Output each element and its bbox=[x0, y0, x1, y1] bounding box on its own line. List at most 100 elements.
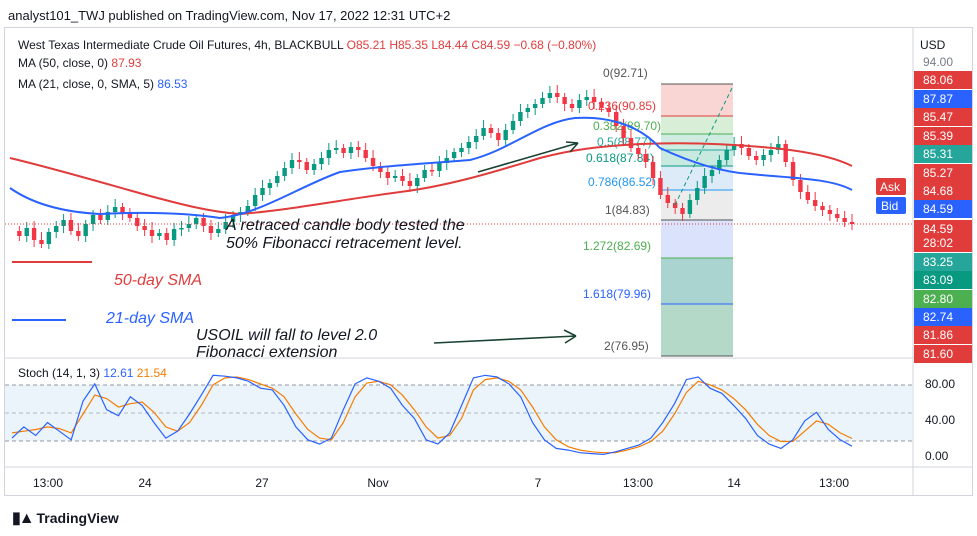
candle-body bbox=[621, 126, 626, 138]
ma21-legend-value: 86.53 bbox=[157, 77, 188, 91]
time-tick: 13:00 bbox=[819, 476, 849, 490]
time-axis[interactable]: 13:00 24 27 Nov 7 13:00 14 13:00 bbox=[33, 476, 849, 490]
candle-body bbox=[555, 93, 560, 97]
fib-zone-0.236-0.382 bbox=[661, 116, 733, 134]
candle-body bbox=[805, 192, 810, 200]
fib-label-5: 0.786(86.52) bbox=[588, 175, 656, 189]
fib-trend-dashed bbox=[674, 85, 734, 206]
candle-body bbox=[518, 112, 523, 121]
candle-body bbox=[223, 222, 228, 229]
price-tag bbox=[914, 164, 972, 182]
fib-zone-1.618-2 bbox=[661, 304, 733, 356]
candle-body bbox=[842, 218, 847, 222]
ohlc-open: O85.21 bbox=[346, 38, 386, 52]
candle-body bbox=[275, 176, 280, 183]
candle-body bbox=[658, 178, 663, 195]
price-tick: 85.31 bbox=[923, 147, 953, 161]
footer-brand: TradingView bbox=[36, 510, 119, 526]
publisher-line: analyst101_TWJ published on TradingView.… bbox=[8, 8, 451, 23]
ohlc-close: C84.59 bbox=[471, 38, 511, 52]
bid-tag-label: Bid bbox=[881, 199, 898, 213]
ma50-line bbox=[9, 142, 853, 216]
candle-body bbox=[149, 230, 155, 236]
ma21-legend[interactable]: MA (21, close, 0, SMA, 5) 86.53 bbox=[18, 77, 187, 91]
price-tag bbox=[914, 182, 972, 200]
price-tick: 81.60 bbox=[923, 347, 953, 361]
candle-body bbox=[820, 206, 825, 210]
price-tick: 81.86 bbox=[923, 328, 953, 342]
ohlc-high: H85.35 bbox=[389, 38, 429, 52]
candle-body bbox=[496, 133, 501, 140]
candle-body bbox=[451, 152, 457, 158]
price-axis[interactable]: 94.00 88.06 87.87 85.47 85.39 85.31 85.27 84.68… bbox=[914, 55, 972, 363]
symbol-name[interactable]: West Texas Intermediate Crude Oil Future… bbox=[18, 38, 344, 52]
price-tick: 85.39 bbox=[923, 129, 953, 143]
candle-body bbox=[540, 98, 545, 104]
stoch-k-line bbox=[11, 374, 853, 456]
candle-body bbox=[761, 155, 766, 160]
candle-body bbox=[591, 97, 597, 102]
ma50-legend[interactable]: MA (50, close, 0) 87.93 bbox=[18, 56, 141, 70]
candle-body bbox=[415, 178, 420, 186]
fib-label-8: 1.618(79.96) bbox=[583, 287, 651, 301]
candle-body bbox=[135, 218, 140, 226]
candle-body bbox=[326, 150, 332, 158]
candle-body bbox=[547, 93, 553, 98]
ma50-legend-label: MA (50, close, 0) bbox=[18, 56, 109, 70]
stoch-legend[interactable]: Stoch (14, 1, 3) 12.61 21.54 bbox=[18, 366, 167, 380]
candle-body bbox=[827, 210, 833, 214]
fall-arrow bbox=[433, 329, 577, 344]
price-tick: 28:02 bbox=[923, 236, 953, 250]
candle-body bbox=[127, 213, 133, 218]
candle-body bbox=[503, 130, 508, 140]
ask-tag-label: Ask bbox=[880, 180, 901, 194]
price-tag bbox=[914, 71, 972, 89]
candle-body bbox=[569, 104, 575, 108]
fib-label-0: 0(92.71) bbox=[603, 66, 648, 80]
fib-zone-0.382-0.5 bbox=[661, 134, 733, 150]
price-tag bbox=[914, 200, 972, 218]
candle-body bbox=[334, 148, 339, 150]
candle-body bbox=[709, 170, 715, 176]
price-tag bbox=[914, 108, 972, 126]
price-tag bbox=[914, 345, 972, 363]
candle-body bbox=[363, 150, 368, 158]
price-tick: 87.87 bbox=[923, 92, 953, 106]
tv-logo-icon: ▮▲ bbox=[12, 510, 35, 527]
price-tag bbox=[914, 271, 972, 289]
sma21-label: 21-day SMA bbox=[105, 310, 194, 327]
candle-body bbox=[702, 176, 707, 188]
candle-body bbox=[488, 128, 494, 133]
ohlc-change: −0.68 (−0.80%) bbox=[513, 38, 597, 52]
candle-body bbox=[216, 229, 221, 233]
candle-body bbox=[835, 214, 840, 218]
tradingview-logo[interactable]: ▮▲ TradingView bbox=[12, 508, 119, 528]
price-tick: 83.09 bbox=[923, 273, 953, 287]
candle-body bbox=[532, 104, 538, 108]
candle-body bbox=[297, 160, 302, 162]
candle-body bbox=[812, 200, 818, 206]
price-tag bbox=[914, 127, 972, 145]
candle-body bbox=[319, 158, 324, 164]
candle-body bbox=[120, 207, 125, 213]
ma21-legend-label: MA (21, close, 0, SMA, 5) bbox=[18, 77, 155, 91]
candle-body bbox=[790, 162, 796, 180]
candle-body bbox=[171, 229, 177, 240]
stoch-k-value: 12.61 bbox=[103, 366, 134, 380]
candle-body bbox=[311, 164, 317, 170]
candle-body bbox=[599, 102, 604, 108]
price-tick: 84.59 bbox=[923, 222, 953, 236]
candle-body bbox=[370, 158, 376, 166]
candle-body bbox=[76, 231, 81, 236]
candle-body bbox=[650, 162, 656, 178]
candle-body bbox=[437, 163, 442, 171]
stoch-tick: 40.00 bbox=[925, 413, 955, 427]
price-tag bbox=[914, 326, 972, 344]
candle-body bbox=[783, 144, 788, 162]
candle-body bbox=[245, 206, 250, 212]
candle-body bbox=[562, 97, 567, 104]
candle-body bbox=[230, 215, 236, 222]
candle-body bbox=[282, 168, 287, 176]
candle-body bbox=[717, 160, 722, 170]
